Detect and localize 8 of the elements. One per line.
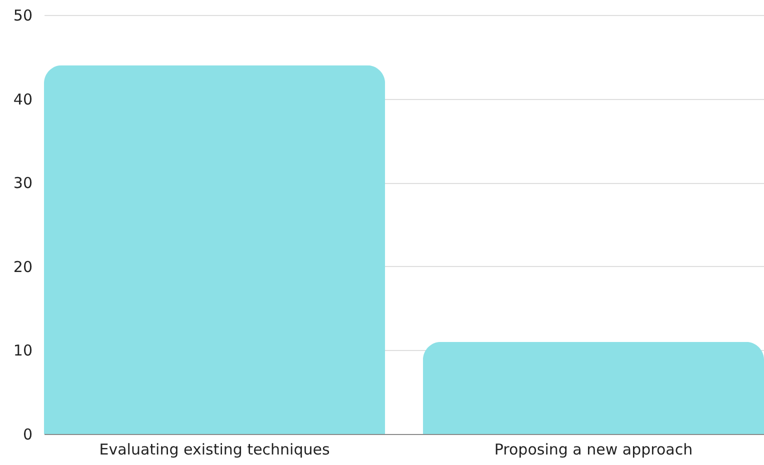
x-tick-label: Proposing a new approach [494, 440, 693, 458]
y-tick-label: 20 [13, 258, 32, 276]
x-tick-label: Evaluating existing techniques [99, 440, 330, 458]
y-tick-label: 10 [13, 342, 32, 360]
y-tick-label: 50 [13, 6, 32, 24]
y-tick-label: 40 [13, 90, 32, 108]
y-tick-label: 0 [22, 426, 32, 444]
y-tick-label: 30 [13, 174, 32, 192]
